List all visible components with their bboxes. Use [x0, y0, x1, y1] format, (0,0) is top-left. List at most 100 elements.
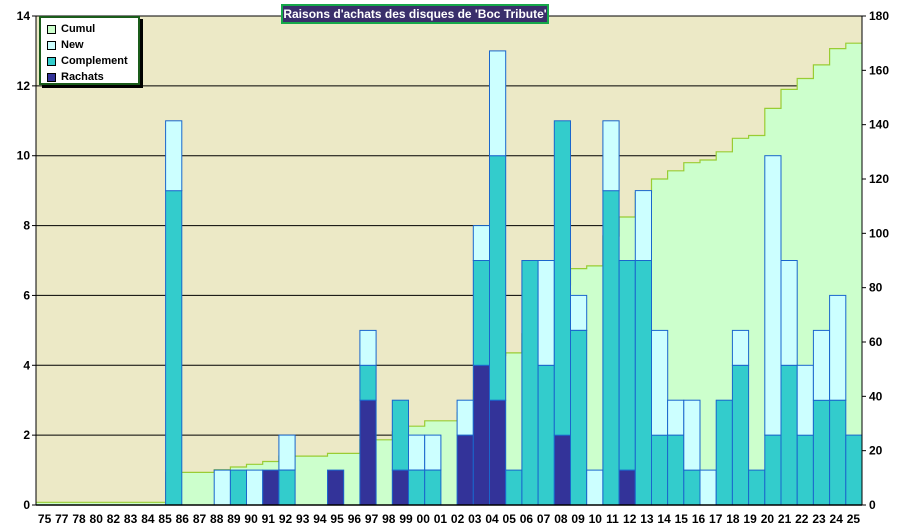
y-right-tick-180: 180	[869, 9, 889, 23]
x-tick-19: 19	[743, 512, 757, 526]
x-tick-89: 89	[227, 512, 241, 526]
x-tick-18: 18	[726, 512, 740, 526]
bar-new-13	[651, 329, 669, 436]
x-tick-11: 11	[606, 512, 619, 526]
x-tick-09: 09	[571, 512, 585, 526]
bar-new-83	[165, 120, 183, 192]
bar-new-21	[780, 260, 798, 366]
x-tick-23: 23	[812, 512, 826, 526]
bar-new-03	[489, 50, 507, 157]
bar-rachats-11	[618, 469, 636, 506]
bar-new-22	[796, 364, 814, 436]
bar-complement-02	[472, 260, 490, 366]
x-tick-96: 96	[348, 512, 362, 526]
bar-new-98	[408, 434, 426, 471]
bar-complement-18	[731, 364, 750, 506]
x-tick-03: 03	[468, 512, 482, 526]
bar-complement-17	[715, 399, 733, 506]
legend-label-complement: Complement	[61, 55, 128, 67]
bar-new-02	[472, 225, 490, 262]
legend-label-rachats: Rachats	[61, 71, 104, 83]
y-left-tick-2: 2	[23, 428, 30, 442]
bar-new-20	[764, 155, 782, 436]
y-right-tick-120: 120	[869, 172, 889, 186]
bar-new-24	[829, 294, 847, 401]
bar-complement-05	[521, 260, 539, 506]
x-tick-97: 97	[365, 512, 379, 526]
bar-new-09	[586, 469, 604, 506]
y-right-tick-20: 20	[869, 444, 883, 458]
x-tick-05: 05	[503, 512, 517, 526]
bar-new-99	[424, 434, 442, 471]
x-tick-93: 93	[296, 512, 310, 526]
bar-complement-99	[424, 469, 442, 506]
y-left-tick-8: 8	[23, 219, 30, 233]
y-right-tick-40: 40	[869, 389, 883, 403]
bar-new-86	[213, 469, 231, 506]
bar-rachats-89	[262, 469, 280, 506]
y-right-tick-140: 140	[869, 118, 889, 132]
bar-complement-90	[278, 469, 296, 506]
x-tick-83: 83	[124, 512, 138, 526]
x-tick-02: 02	[451, 512, 465, 526]
bar-complement-06	[537, 364, 555, 506]
bar-rachats-02	[472, 364, 490, 506]
x-tick-92: 92	[279, 512, 293, 526]
legend-item-complement: Complement	[47, 53, 138, 69]
x-tick-91: 91	[262, 512, 276, 526]
x-tick-00: 00	[417, 512, 431, 526]
y-left-tick-0: 0	[23, 498, 30, 512]
x-tick-04: 04	[485, 512, 499, 526]
bar-rachats-01	[456, 434, 474, 506]
y-left-tick-14: 14	[17, 9, 31, 23]
legend: Cumul New Complement Rachats	[39, 16, 140, 85]
bar-complement-07	[553, 120, 571, 436]
bar-complement-19	[748, 469, 766, 506]
x-tick-17: 17	[709, 512, 723, 526]
chart-title: Raisons d'achats des disques de 'Boc Tri…	[283, 7, 547, 21]
bar-new-14	[667, 399, 685, 436]
bar-new-15	[683, 399, 701, 471]
x-tick-82: 82	[107, 512, 121, 526]
x-tick-01: 01	[434, 512, 448, 526]
bar-new-90	[278, 434, 296, 471]
bar-rachats-03	[489, 399, 507, 506]
x-tick-24: 24	[830, 512, 844, 526]
bar-complement-20	[764, 434, 782, 506]
bar-complement-15	[683, 469, 701, 506]
legend-label-new: New	[61, 39, 84, 51]
bar-complement-24	[829, 399, 847, 506]
bar-new-88	[246, 469, 264, 506]
x-tick-12: 12	[623, 512, 637, 526]
y-left-tick-6: 6	[23, 288, 30, 302]
x-tick-14: 14	[657, 512, 671, 526]
x-tick-85: 85	[158, 512, 172, 526]
bar-rachats-95	[359, 399, 377, 506]
x-tick-99: 99	[399, 512, 413, 526]
bar-complement-97	[391, 399, 409, 471]
legend-swatch-new	[47, 40, 56, 50]
x-tick-86: 86	[176, 512, 190, 526]
y-left-tick-12: 12	[17, 79, 31, 93]
bar-new-12	[634, 190, 652, 262]
bar-new-18	[731, 329, 750, 366]
legend-label-cumul: Cumul	[61, 23, 96, 35]
bar-complement-83	[165, 190, 183, 506]
bar-complement-13	[651, 434, 669, 506]
bar-complement-08	[570, 329, 588, 506]
legend-swatch-cumul	[47, 24, 56, 34]
bar-complement-10	[602, 190, 620, 506]
x-tick-88: 88	[210, 512, 224, 526]
bar-complement-95	[359, 364, 377, 401]
bar-new-95	[359, 329, 377, 366]
legend-item-cumul: Cumul	[47, 21, 138, 37]
bar-new-06	[537, 260, 555, 366]
x-tick-87: 87	[193, 512, 207, 526]
x-tick-15: 15	[675, 512, 689, 526]
x-tick-25: 25	[847, 512, 861, 526]
bar-complement-25	[845, 434, 863, 506]
x-tick-22: 22	[795, 512, 809, 526]
bar-complement-22	[796, 434, 814, 506]
